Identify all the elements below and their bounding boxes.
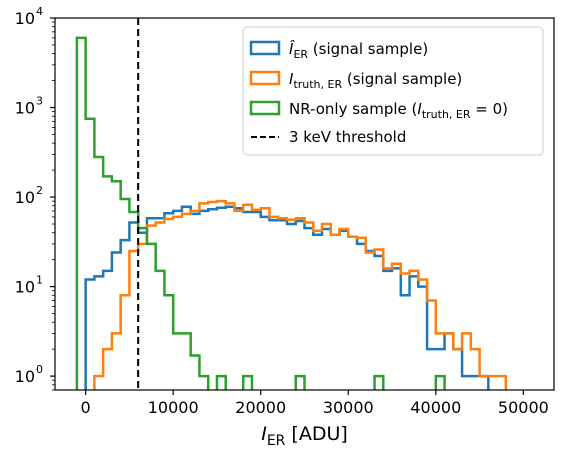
y-tick-exponent: 2 <box>36 184 43 197</box>
y-tick-exponent: 1 <box>36 274 43 287</box>
x-tick-label: 0 <box>81 398 91 417</box>
plot-frame <box>54 17 555 391</box>
x-tick-label: 10000 <box>148 398 199 417</box>
x-tick-label: 40000 <box>410 398 461 417</box>
legend-swatch <box>249 100 281 116</box>
y-tick-label: 10 <box>15 99 35 118</box>
legend-swatch <box>249 70 281 86</box>
legend-entry: NR-only sample (Itruth, ER = 0) <box>289 100 508 121</box>
legend-swatch <box>249 40 281 56</box>
series-1-histogram <box>84 205 490 390</box>
y-tick-exponent: 3 <box>36 95 43 108</box>
y-tick-label: 10 <box>15 9 35 28</box>
legend-frame <box>242 26 544 156</box>
y-tick-label: 10 <box>15 367 35 386</box>
legend-entry: ÎER (signal sample) <box>289 39 428 61</box>
series-3-histogram <box>75 36 446 390</box>
plot-area <box>75 18 508 390</box>
series-2-histogram <box>93 199 508 390</box>
x-tick-label: 20000 <box>235 398 286 417</box>
legend: ÎER (signal sample) Itruth, ER (signal sa… <box>242 26 544 156</box>
x-tick-label: 30000 <box>323 398 374 417</box>
x-tick-label: 50000 <box>498 398 549 417</box>
y-tick-exponent: 4 <box>36 5 43 18</box>
y-tick-label: 10 <box>15 188 35 207</box>
legend-entry: Itruth, ER (signal sample) <box>289 70 462 91</box>
x-axis-title: IER [ADU] <box>261 423 348 449</box>
y-tick-exponent: 0 <box>36 363 43 376</box>
y-tick-label: 10 <box>15 278 35 297</box>
legend-threshold-label: 3 keV threshold <box>289 128 406 146</box>
